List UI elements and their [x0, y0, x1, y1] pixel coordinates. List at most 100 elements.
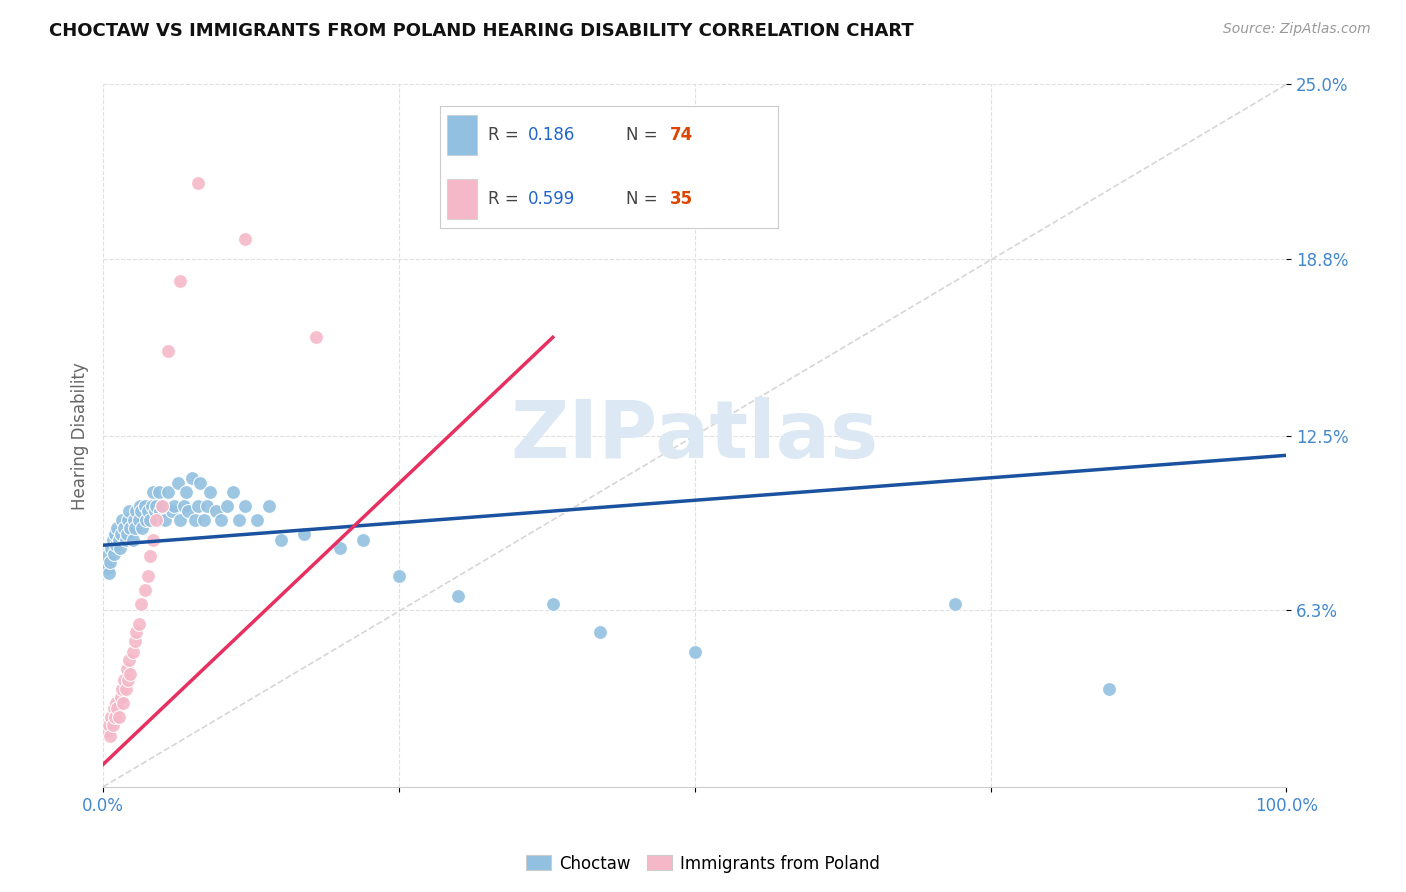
Point: [188, 476, 211, 491]
Text: ZIPatlas: ZIPatlas: [510, 397, 879, 475]
Point: [217, 499, 239, 513]
Point: [541, 597, 564, 611]
Point: [257, 499, 280, 513]
Point: [107, 709, 129, 723]
Point: [173, 499, 195, 513]
Point: [111, 513, 134, 527]
Point: [107, 533, 129, 547]
Point: [135, 513, 157, 527]
Point: [305, 330, 328, 344]
Point: [105, 701, 128, 715]
Point: [136, 504, 159, 518]
Legend: Choctaw, Immigrants from Poland: Choctaw, Immigrants from Poland: [519, 848, 887, 880]
Point: [98, 555, 121, 569]
Point: [683, 645, 706, 659]
Point: [228, 513, 250, 527]
Point: [101, 718, 124, 732]
Point: [129, 597, 152, 611]
Point: [142, 484, 165, 499]
Point: [105, 538, 128, 552]
Point: [115, 662, 138, 676]
Point: [149, 504, 172, 518]
Point: [145, 513, 167, 527]
Point: [142, 533, 165, 547]
Point: [153, 513, 176, 527]
Point: [115, 527, 138, 541]
Point: [150, 499, 173, 513]
Point: [143, 504, 166, 518]
Point: [329, 541, 352, 555]
Point: [128, 513, 150, 527]
Point: [121, 533, 143, 547]
Point: [148, 484, 170, 499]
Point: [125, 625, 148, 640]
Point: [128, 499, 150, 513]
Point: [177, 504, 200, 518]
Point: [117, 513, 139, 527]
Point: [198, 484, 221, 499]
Point: [117, 673, 139, 687]
Point: [222, 484, 245, 499]
Point: [112, 696, 135, 710]
Point: [187, 499, 209, 513]
Point: [98, 729, 121, 743]
Point: [184, 513, 207, 527]
Point: [131, 521, 153, 535]
Point: [103, 547, 125, 561]
Point: [124, 633, 146, 648]
Point: [166, 476, 188, 491]
Point: [103, 701, 125, 715]
Point: [111, 681, 134, 696]
Point: [195, 499, 218, 513]
Point: [118, 504, 141, 518]
Point: [134, 499, 156, 513]
Point: [388, 569, 411, 583]
Point: [141, 499, 163, 513]
Point: [105, 696, 128, 710]
Point: [169, 513, 191, 527]
Point: [160, 504, 183, 518]
Point: [125, 504, 148, 518]
Point: [139, 513, 162, 527]
Point: [120, 667, 142, 681]
Y-axis label: Hearing Disability: Hearing Disability: [72, 362, 89, 509]
Text: Source: ZipAtlas.com: Source: ZipAtlas.com: [1223, 22, 1371, 37]
Point: [128, 616, 150, 631]
Point: [353, 533, 375, 547]
Point: [150, 499, 173, 513]
Point: [943, 597, 966, 611]
Point: [98, 718, 121, 732]
Point: [101, 533, 124, 547]
Point: [129, 504, 152, 518]
Point: [187, 176, 209, 190]
Point: [211, 513, 233, 527]
Point: [114, 681, 136, 696]
Point: [233, 499, 256, 513]
Point: [100, 541, 122, 555]
Point: [139, 549, 162, 564]
Point: [96, 723, 118, 738]
Point: [174, 484, 197, 499]
Point: [204, 504, 226, 518]
Point: [114, 533, 136, 547]
Point: [100, 709, 122, 723]
Point: [233, 232, 256, 246]
Point: [246, 513, 269, 527]
Point: [145, 499, 167, 513]
Point: [118, 653, 141, 667]
Point: [169, 274, 191, 288]
Point: [96, 549, 118, 564]
Point: [110, 690, 132, 704]
Point: [108, 541, 131, 555]
Point: [122, 513, 145, 527]
Point: [157, 344, 180, 359]
Point: [112, 521, 135, 535]
Point: [105, 521, 128, 535]
Point: [120, 521, 142, 535]
Point: [136, 569, 159, 583]
Text: CHOCTAW VS IMMIGRANTS FROM POLAND HEARING DISABILITY CORRELATION CHART: CHOCTAW VS IMMIGRANTS FROM POLAND HEARIN…: [49, 22, 914, 40]
Point: [1098, 681, 1121, 696]
Point: [124, 521, 146, 535]
Point: [121, 645, 143, 659]
Point: [104, 709, 127, 723]
